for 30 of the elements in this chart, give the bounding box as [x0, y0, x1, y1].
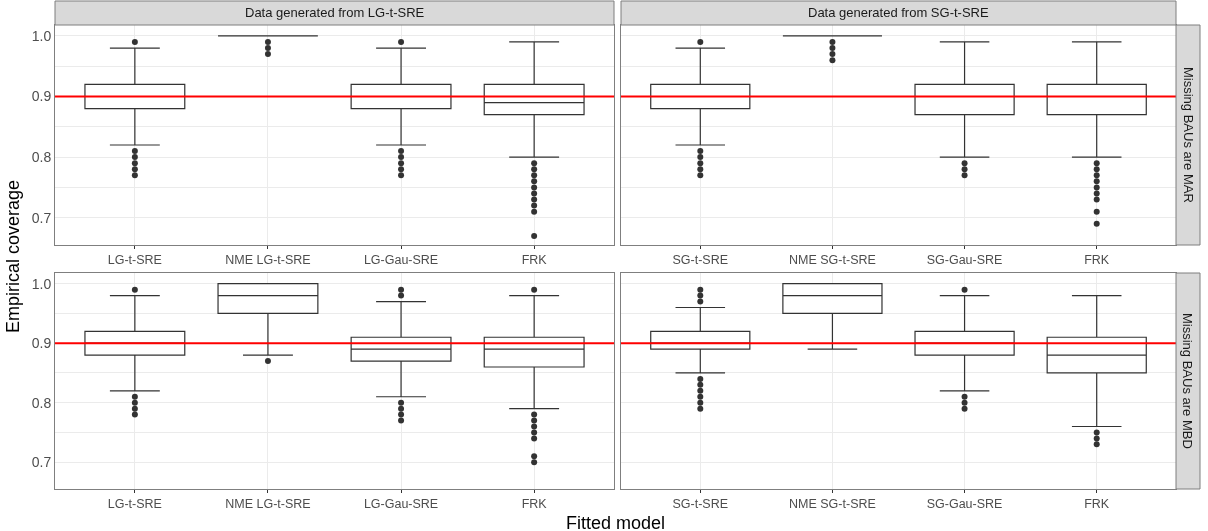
x-tick-label: LG-Gau-SRE [363, 253, 439, 267]
x-tick-label: LG-t-SRE [107, 253, 162, 267]
x-tick-label: NME LG-t-SRE [225, 497, 311, 511]
chart-title: Data generated from LG-t-SRE [245, 5, 425, 20]
text: Missing BAUs are MBD [1180, 313, 1195, 449]
y-tick-label: 0.7 [31, 209, 52, 226]
y-tick-label: 0.9 [31, 335, 52, 352]
y-tick-label: 0.7 [31, 454, 52, 471]
x-tick-label: SG-t-SRE [672, 497, 729, 511]
x-tick-label: SG-Gau-SRE [926, 497, 1003, 511]
y-tick-label: 0.9 [31, 88, 52, 105]
x-tick-label: FRK [1084, 253, 1110, 267]
x-tick-label: NME LG-t-SRE [225, 253, 311, 267]
y-tick-label: 0.8 [31, 394, 52, 411]
y-tick-label: 0.8 [31, 149, 52, 166]
x-tick-label: LG-t-SRE [107, 497, 162, 511]
x-tick-label: SG-Gau-SRE [926, 253, 1003, 267]
y-tick-label: 1.0 [31, 275, 52, 292]
x-tick-label: NME SG-t-SRE [789, 253, 876, 267]
x-tick-label: NME SG-t-SRE [789, 497, 876, 511]
y-axis-title: Empirical coverage [3, 179, 23, 333]
x-tick-label: FRK [521, 497, 548, 511]
x-axis-title: Fitted model [566, 513, 666, 531]
chart-title: Data generated from SG-t-SRE [808, 5, 989, 20]
x-tick-label: FRK [1084, 497, 1110, 511]
text: Missing BAUs are MAR [1181, 67, 1196, 203]
y-tick-label: 1.0 [31, 27, 52, 44]
x-tick-label: LG-Gau-SRE [363, 497, 439, 511]
x-tick-label: SG-t-SRE [672, 253, 729, 267]
x-tick-label: FRK [521, 253, 548, 267]
